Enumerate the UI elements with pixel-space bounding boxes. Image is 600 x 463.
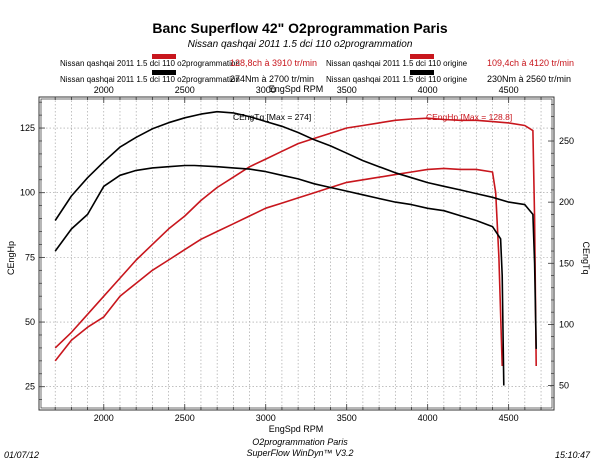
legend-swatch-hp-o2 — [152, 54, 176, 59]
plot-frame — [38, 96, 555, 411]
legend-swatch-tq-o2 — [152, 70, 176, 75]
y-axis-label-left: CEngHp — [6, 241, 16, 275]
legend-value-hp-o2: 128,8ch à 3910 tr/min — [230, 58, 318, 68]
x-tick-label-bottom: 3000 — [256, 413, 276, 423]
y-tick-label-right: 150 — [559, 258, 574, 268]
x-tick-label-bottom: 3500 — [337, 413, 357, 423]
legend-name-tq-orig: Nissan qashqai 2011 1.5 dci 110 origine — [326, 75, 468, 84]
legend-name-tq-o2: Nissan qashqai 2011 1.5 dci 110 o2progra… — [60, 75, 240, 84]
y-tick-label-left: 75 — [25, 252, 35, 262]
legend-value-hp-orig: 109,4ch à 4120 tr/min — [487, 58, 575, 68]
axis-ticks: 2000 2000 2500 2500 3000 3000 3500 3500 4000 4000… — [20, 85, 574, 423]
series-line-2 — [54, 110, 537, 349]
series-line-1 — [54, 167, 503, 367]
x-tick-label-bottom: 4000 — [418, 413, 438, 423]
legend-value-tq-o2: 274Nm à 2700 tr/min — [230, 74, 315, 84]
legend-swatch-tq-orig — [410, 70, 434, 75]
y-tick-label-right: 200 — [559, 197, 574, 207]
legend-value-tq-orig: 230Nm à 2560 tr/min — [487, 74, 572, 84]
chart-subtitle: Nissan qashqai 2011 1.5 dci 110 o2progra… — [187, 39, 413, 50]
y-tick-label-left: 100 — [20, 188, 35, 198]
x-tick-label-top: 3500 — [337, 85, 357, 95]
annotation-torque-max: CEngTq [Max = 274] — [233, 112, 311, 122]
legend-swatch-hp-orig — [410, 54, 434, 59]
y-tick-label-left: 50 — [25, 317, 35, 327]
x-tick-label-top: 2500 — [175, 85, 195, 95]
chart-title: Banc Superflow 42" O2programmation Paris — [152, 20, 448, 36]
y-tick-label-left: 25 — [25, 382, 35, 392]
y-axis-label-right: CEngTq — [581, 241, 591, 274]
plot-background — [39, 97, 554, 410]
plot-inner-frame — [40, 98, 553, 409]
x-tick-label-top: 3000 — [256, 85, 276, 95]
legend-name-hp-orig: Nissan qashqai 2011 1.5 dci 110 origine — [326, 59, 468, 68]
footer-time: 15:10:47 — [554, 450, 590, 460]
x-tick-label-top: 4000 — [418, 85, 438, 95]
footer-center: O2programmation Paris SuperFlow WinDyn™ … — [0, 437, 600, 459]
x-tick-label-bottom: 4500 — [499, 413, 519, 423]
series-line-0 — [54, 117, 537, 367]
x-tick-label-top: 4500 — [499, 85, 519, 95]
footer-date: 01/07/12 — [4, 450, 40, 460]
x-axis-label-bottom: EngSpd RPM — [269, 424, 324, 434]
legend-name-hp-o2: Nissan qashqai 2011 1.5 dci 110 o2progra… — [60, 59, 240, 68]
x-tick-label-bottom: 2000 — [94, 413, 114, 423]
y-tick-label-right: 100 — [559, 319, 574, 329]
series-line-3 — [54, 164, 505, 386]
footer-company: O2programmation Paris — [252, 437, 348, 447]
annotation-power-max: CEngHp [Max = 128.8] — [426, 112, 512, 122]
y-tick-label-right: 50 — [559, 381, 569, 391]
y-tick-label-right: 250 — [559, 136, 574, 146]
x-tick-label-top: 2000 — [94, 85, 114, 95]
x-tick-label-bottom: 2500 — [175, 413, 195, 423]
footer-software: SuperFlow WinDyn™ V3.2 — [246, 448, 354, 458]
series-layer — [54, 110, 537, 386]
x-axis-label-top: EngSpd RPM — [269, 84, 324, 94]
y-tick-label-left: 125 — [20, 123, 35, 133]
